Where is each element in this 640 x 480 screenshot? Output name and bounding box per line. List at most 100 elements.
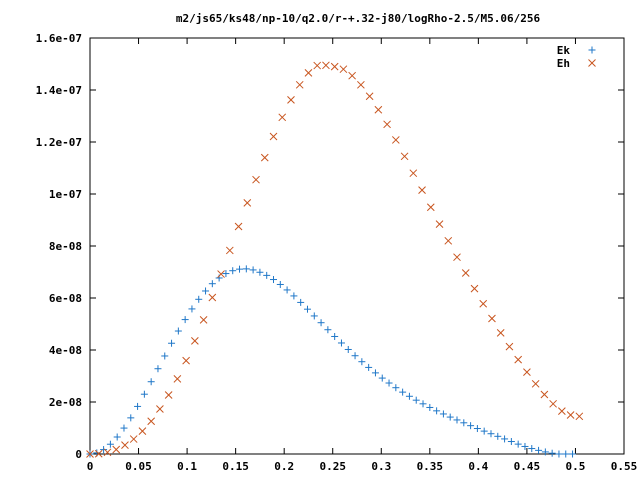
data-point-ek: [303, 305, 311, 313]
data-point-eh: [86, 450, 94, 458]
x-tick-label: 0: [87, 460, 94, 473]
data-point-eh: [260, 153, 269, 162]
data-point-eh: [287, 96, 295, 104]
data-point-eh: [505, 342, 514, 351]
data-point-ek: [507, 438, 515, 446]
legend-marker-ek: [588, 46, 596, 54]
data-point-eh: [339, 65, 348, 74]
data-point-eh: [164, 391, 173, 399]
data-point-ek: [154, 365, 162, 373]
chart-title: m2/js65/ks48/np-10/q2.0/r-+.32-j80/logRh…: [176, 12, 541, 25]
data-point-ek: [256, 268, 264, 276]
data-point-ek: [569, 450, 577, 458]
data-point-eh: [225, 246, 234, 255]
data-point-ek: [365, 363, 373, 371]
y-tick-label: 1.4e-07: [36, 84, 82, 97]
data-point-ek: [433, 407, 441, 415]
data-point-eh: [330, 62, 339, 71]
data-point-eh: [304, 68, 313, 77]
legend-label-eh: Eh: [557, 57, 570, 70]
data-point-eh: [217, 270, 225, 278]
data-point-ek: [263, 271, 271, 279]
data-point-ek: [419, 400, 427, 408]
data-point-ek: [487, 430, 495, 438]
data-point-eh: [182, 356, 190, 365]
data-point-eh: [383, 120, 391, 129]
data-point-eh: [514, 355, 523, 364]
data-point-ek: [188, 305, 196, 313]
data-point-ek: [161, 352, 169, 360]
x-tick-label: 0.3: [371, 460, 391, 473]
data-point-ek: [270, 276, 278, 284]
data-point-ek: [276, 280, 284, 288]
data-point-eh: [566, 411, 575, 419]
data-point-ek: [446, 413, 454, 421]
data-point-ek: [113, 433, 121, 441]
data-point-ek: [236, 265, 244, 273]
data-point-eh: [147, 417, 156, 426]
data-point-ek: [229, 267, 237, 275]
series-eh: [86, 61, 584, 458]
data-point-ek: [473, 425, 481, 433]
data-point-eh: [243, 198, 252, 207]
x-tick-label: 0.15: [222, 460, 249, 473]
data-point-ek: [317, 319, 325, 327]
data-point-ek: [290, 292, 298, 300]
data-point-ek: [120, 424, 128, 432]
data-point-eh: [523, 368, 531, 376]
data-point-eh: [418, 186, 426, 194]
data-point-eh: [365, 92, 374, 101]
data-point-eh: [391, 136, 400, 144]
data-point-eh: [191, 337, 199, 345]
data-point-eh: [121, 441, 129, 449]
data-point-eh: [453, 253, 461, 262]
y-tick-label: 1.2e-07: [36, 136, 82, 149]
data-point-ek: [208, 280, 216, 288]
data-point-ek: [202, 287, 210, 295]
data-point-eh: [269, 132, 278, 141]
data-point-eh: [470, 284, 479, 293]
data-point-ek: [100, 446, 108, 454]
data-point-eh: [479, 299, 488, 308]
y-tick-label: 6e-08: [49, 292, 82, 305]
series-layer: [86, 61, 584, 458]
data-point-ek: [168, 339, 176, 347]
x-tick-label: 0.25: [319, 460, 346, 473]
data-point-ek: [297, 298, 305, 306]
data-point-ek: [392, 384, 400, 392]
data-point-ek: [426, 403, 434, 411]
data-point-eh: [531, 379, 540, 388]
y-axis: 0 2e-08 4e-08 6e-08 8e-08 1e-07 1.2e-07 1.4e-07…: [36, 32, 624, 461]
x-tick-label: 0.45: [514, 460, 541, 473]
series-ek: [86, 265, 577, 458]
legend-label-ek: Ek: [557, 44, 571, 57]
x-tick-label: 0.35: [417, 460, 444, 473]
data-point-eh: [549, 399, 557, 408]
y-tick-label: 1.6e-07: [36, 32, 82, 45]
data-point-ek: [351, 352, 359, 360]
data-point-ek: [331, 332, 339, 340]
data-point-ek: [222, 270, 230, 278]
data-point-ek: [494, 432, 502, 440]
data-point-ek: [399, 388, 407, 396]
y-tick-label: 8e-08: [49, 240, 82, 253]
data-point-ek: [467, 422, 475, 430]
x-tick-label: 0.55: [611, 460, 638, 473]
y-tick-label: 1e-07: [49, 188, 82, 201]
data-point-ek: [174, 327, 182, 335]
legend-marker-eh: [588, 59, 596, 67]
data-point-eh: [295, 80, 304, 89]
data-point-ek: [337, 339, 345, 347]
data-point-eh: [208, 293, 217, 302]
data-point-ek: [242, 265, 250, 273]
data-point-eh: [409, 169, 418, 178]
data-point-eh: [199, 315, 208, 324]
data-point-eh: [426, 203, 435, 212]
data-point-ek: [548, 449, 556, 457]
y-tick-label: 0: [75, 448, 82, 461]
x-tick-label: 0.05: [125, 460, 152, 473]
data-point-eh: [322, 61, 330, 70]
data-point-eh: [496, 328, 505, 337]
data-point-ek: [140, 390, 148, 398]
